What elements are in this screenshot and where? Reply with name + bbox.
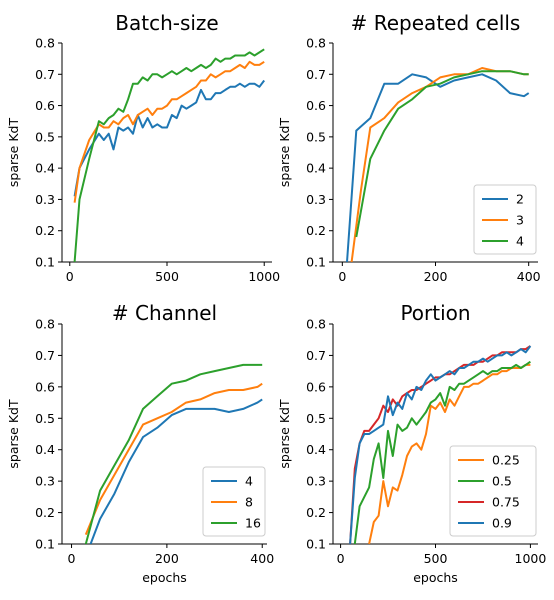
y-tick-label: 0.3 (306, 474, 326, 489)
series-line-16 (84, 363, 263, 544)
legend-label: 3 (516, 213, 524, 228)
series-line-0.9 (349, 345, 532, 544)
panel-batch-size: Batch-size sparse KdT 0.1 0.2 0.3 0.4 0.5 0.6… (6, 11, 280, 284)
y-tick-label: 0.8 (35, 36, 55, 51)
y-tick-label: 0.5 (306, 411, 326, 426)
panel-channel: # Channel sparse KdT epochs 0.1 0.2 0.3 0.4… (6, 301, 274, 585)
x-tick-label: 1000 (515, 551, 547, 566)
y-tick-label: 0.7 (35, 67, 55, 82)
legend-label: 8 (245, 495, 253, 510)
x-tick-label: 500 (424, 551, 448, 566)
y-tick-label: 0.7 (306, 67, 326, 82)
x-tick-label: 400 (517, 269, 541, 284)
legend: 0.25 0.5 0.75 0.9 (449, 445, 537, 537)
y-tick-label: 0.6 (306, 98, 326, 113)
y-tick-label: 0.8 (306, 36, 326, 51)
series-line (73, 79, 265, 197)
y-tick-label: 0.3 (35, 474, 55, 489)
y-tick-label: 0.4 (306, 161, 326, 176)
series-line-8 (84, 382, 263, 535)
y-tick-label: 0.6 (35, 98, 55, 113)
x-axis-label: epochs (413, 570, 458, 585)
x-tick-label: 0 (68, 551, 76, 566)
y-tick-label: 0.8 (35, 317, 55, 332)
y-tick-label: 0.6 (35, 379, 55, 394)
series-group (84, 363, 263, 544)
series-line (73, 48, 265, 262)
x-tick-label: 500 (155, 269, 179, 284)
chart-title: Portion (400, 301, 470, 325)
x-axis-label: epochs (142, 570, 187, 585)
y-axis-label: sparse KdT (6, 399, 21, 469)
y-tick-label: 0.3 (35, 192, 55, 207)
y-tick-label: 0.8 (306, 317, 326, 332)
x-tick-label: 200 (424, 269, 448, 284)
x-tick-label: 1000 (248, 269, 280, 284)
chart-title: # Repeated cells (351, 11, 521, 35)
series-line-4 (89, 398, 263, 544)
y-tick-label: 0.5 (306, 129, 326, 144)
y-tick-label: 0.4 (35, 442, 55, 457)
y-tick-label: 0.2 (306, 505, 326, 520)
y-axis-label: sparse KdT (277, 399, 292, 469)
y-tick-label: 0.2 (306, 223, 326, 238)
legend-label: 2 (516, 192, 524, 207)
legend-label: 4 (245, 474, 253, 489)
y-tick-label: 0.5 (35, 129, 55, 144)
legend: 4 8 16 (202, 466, 266, 537)
y-tick-label: 0.2 (35, 223, 55, 238)
series-group (349, 345, 532, 544)
y-axis-label: sparse KdT (6, 118, 21, 188)
y-tick-label: 0.7 (306, 348, 326, 363)
chart-title: Batch-size (115, 11, 219, 35)
y-tick-label: 0.4 (306, 442, 326, 457)
y-tick-label: 0.7 (35, 348, 55, 363)
y-tick-label: 0.4 (35, 161, 55, 176)
series-line-0.25 (368, 363, 531, 544)
legend: 2 3 4 (473, 184, 537, 255)
legend-label: 0.25 (492, 453, 520, 468)
chart-title: # Channel (112, 301, 217, 325)
series-line-2 (346, 73, 530, 262)
legend-label: 0.9 (492, 516, 512, 531)
x-tick-label: 400 (250, 551, 274, 566)
panel-portion: Portion sparse KdT epochs 0.1 0.2 0.3 0.4 0.… (277, 301, 546, 585)
x-tick-label: 0 (338, 269, 346, 284)
series-line-0.5 (353, 360, 531, 544)
y-tick-label: 0.5 (35, 411, 55, 426)
legend-label: 0.75 (492, 495, 520, 510)
legend-label: 16 (245, 516, 261, 531)
legend-label: 4 (516, 234, 524, 249)
y-tick-label: 0.1 (306, 255, 326, 270)
y-tick-label: 0.1 (35, 255, 55, 270)
y-tick-label: 0.6 (306, 379, 326, 394)
x-tick-label: 200 (155, 551, 179, 566)
y-axis-label: sparse KdT (277, 118, 292, 188)
panel-repeated-cells: # Repeated cells sparse KdT 0.1 0.2 0.3 0.4… (277, 11, 541, 284)
y-tick-label: 0.2 (35, 505, 55, 520)
series-line-4 (355, 70, 529, 238)
y-tick-label: 0.3 (306, 192, 326, 207)
legend-box (449, 445, 537, 537)
x-tick-label: 0 (66, 269, 74, 284)
series-group (346, 67, 530, 262)
series-group (73, 48, 265, 262)
legend-label: 0.5 (492, 474, 512, 489)
y-tick-label: 0.1 (306, 537, 326, 552)
y-tick-label: 0.1 (35, 537, 55, 552)
series-line (73, 60, 265, 203)
x-tick-label: 0 (337, 551, 345, 566)
